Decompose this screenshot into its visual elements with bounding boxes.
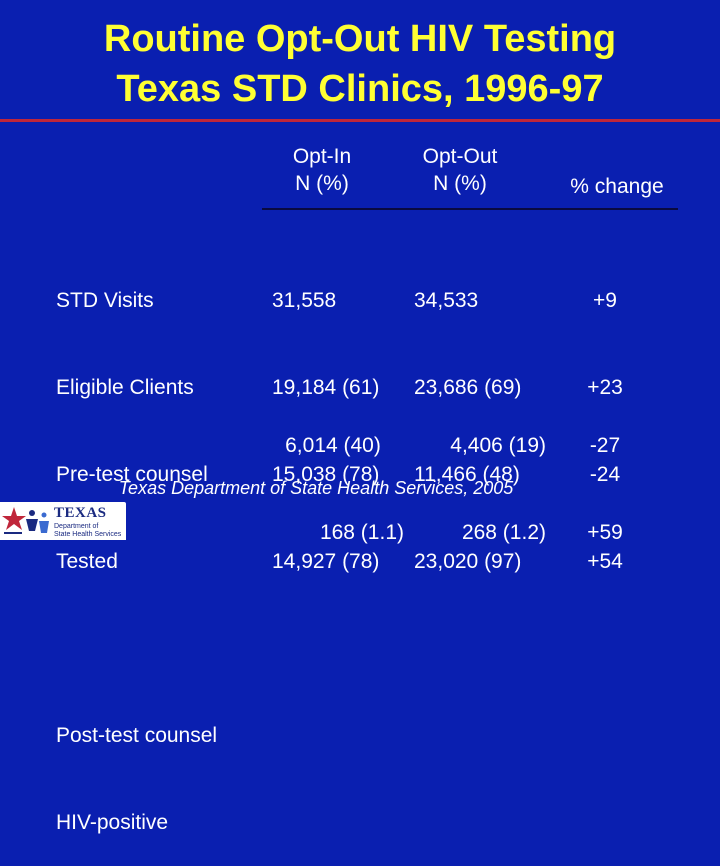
label-hiv-positive: HIV-positive bbox=[56, 811, 169, 834]
title-line-1: Routine Opt-Out HIV Testing bbox=[103, 18, 617, 60]
change-values-group2: -27 +59 bbox=[560, 373, 650, 576]
header-divider bbox=[262, 208, 678, 210]
logo-line3: State Health Services bbox=[54, 531, 122, 538]
label-tested: Tested bbox=[56, 550, 118, 573]
change-posttest-counsel: -27 bbox=[589, 434, 621, 457]
opt-in-std-visits: 31,558 bbox=[272, 289, 337, 312]
logo-texas: TEXAS bbox=[54, 505, 107, 521]
row-labels: STD Visits Eligible Clients Pre-test cou… bbox=[56, 228, 217, 866]
opt-in-values-group2: 6,014 (40) 168 (1.1) bbox=[262, 373, 404, 576]
opt-in-eligible-clients: 19,184 (61) bbox=[272, 376, 380, 399]
logo-subtitle: Department of State Health Services bbox=[54, 523, 121, 539]
header-opt-in: Opt-In N (%) bbox=[262, 143, 382, 197]
opt-out-posttest-counsel: 4,406 (19) bbox=[450, 434, 546, 457]
opt-out-pretest-counsel: 11,466 (48) bbox=[414, 463, 520, 486]
slide-title: Routine Opt-Out HIV Testing Texas STD Cl… bbox=[0, 14, 720, 114]
title-line-2: Texas STD Clinics, 1996-97 bbox=[116, 68, 604, 110]
opt-in-posttest-counsel: 6,014 (40) bbox=[285, 434, 381, 457]
header-opt-out-line2: N (%) bbox=[433, 172, 487, 195]
header-opt-in-line2: N (%) bbox=[295, 172, 349, 195]
opt-out-eligible-clients: 23,686 (69) bbox=[414, 376, 522, 399]
label-std-visits: STD Visits bbox=[56, 289, 154, 312]
label-posttest-counsel: Post-test counsel bbox=[56, 724, 218, 747]
label-pretest-counsel: Pre-test counsel bbox=[56, 463, 208, 486]
change-std-visits: +9 bbox=[593, 289, 617, 312]
opt-in-pretest-counsel: 15,038 (78) bbox=[272, 463, 380, 486]
header-opt-out: Opt-Out N (%) bbox=[400, 143, 520, 197]
opt-out-hiv-positive: 268 (1.2) bbox=[461, 521, 546, 544]
source-footer: Texas Department of State Health Service… bbox=[118, 478, 514, 498]
change-eligible-clients: +23 bbox=[587, 376, 623, 399]
opt-out-values-group2: 4,406 (19) 268 (1.2) bbox=[404, 373, 546, 576]
logo-line2: Department of bbox=[54, 523, 99, 530]
header-change: % change bbox=[570, 175, 664, 198]
opt-out-std-visits: 34,533 bbox=[414, 289, 479, 312]
texas-dshs-logo: TEXAS Department of State Health Service… bbox=[0, 502, 126, 540]
header-opt-in-line1: Opt-In bbox=[292, 145, 352, 168]
header-opt-out-line1: Opt-Out bbox=[422, 145, 498, 168]
change-hiv-positive: +59 bbox=[587, 521, 623, 544]
texas-star-people-icon bbox=[2, 507, 49, 534]
change-pretest-counsel: -24 bbox=[589, 463, 621, 486]
title-divider bbox=[0, 119, 720, 122]
label-eligible-clients: Eligible Clients bbox=[56, 376, 194, 399]
opt-in-hiv-positive: 168 (1.1) bbox=[319, 521, 404, 544]
